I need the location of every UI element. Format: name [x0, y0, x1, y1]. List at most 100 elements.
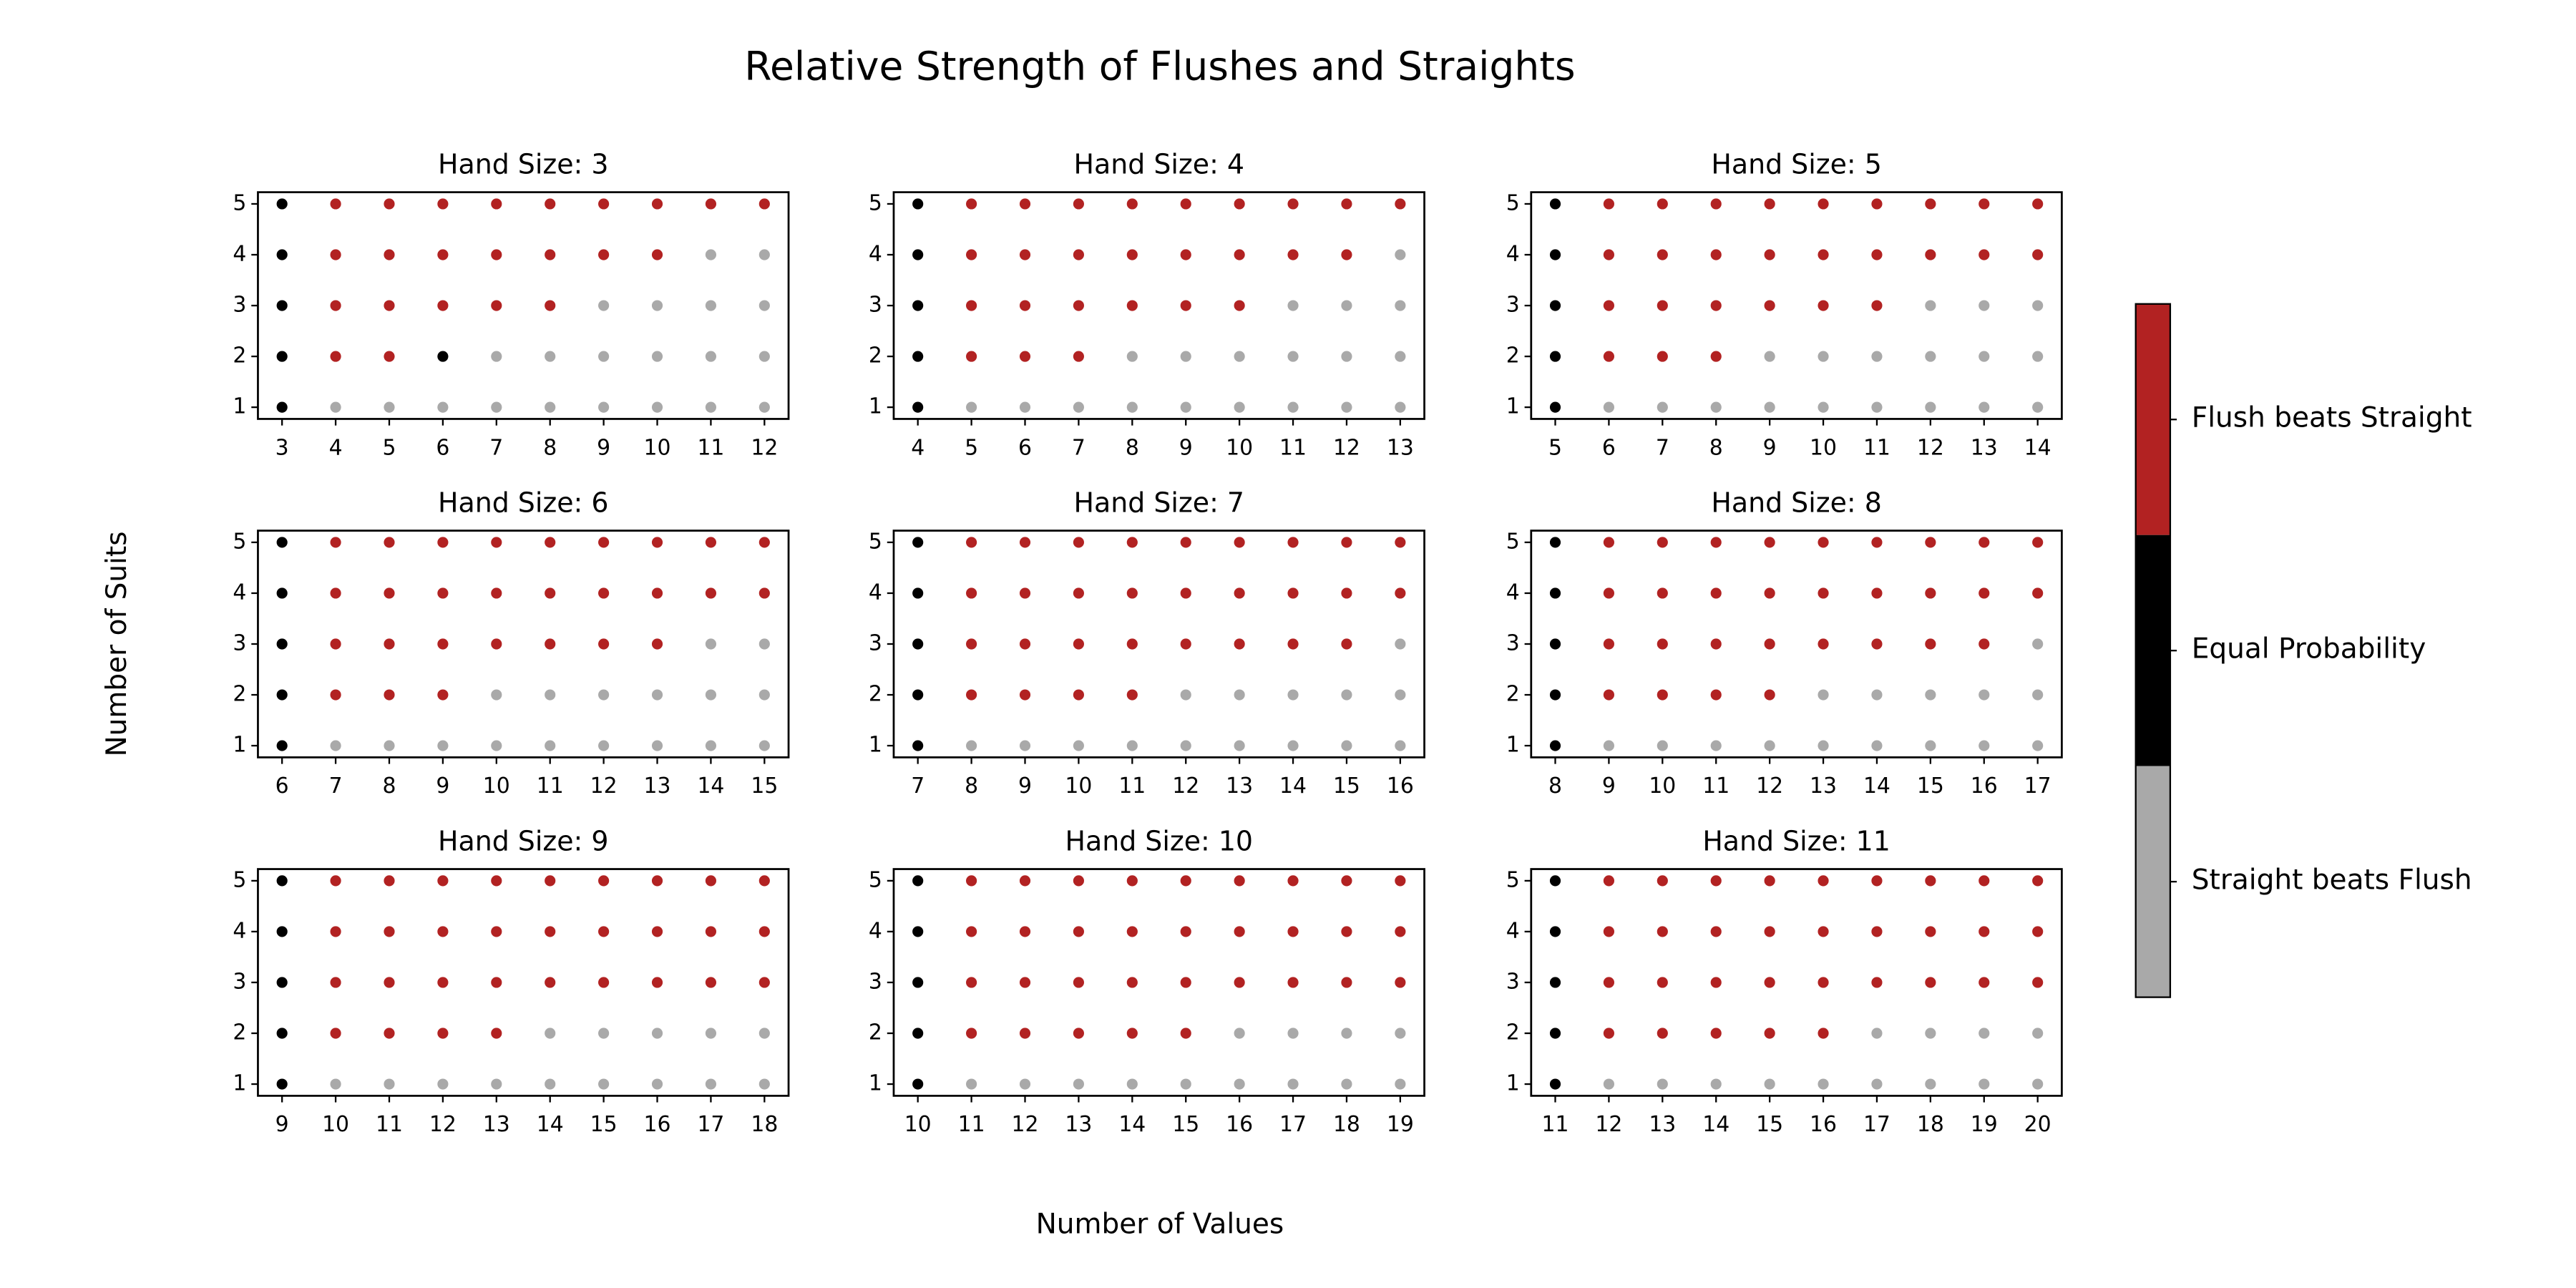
subplot-title: Hand Size: 6	[438, 487, 608, 518]
point	[384, 587, 395, 599]
point	[1549, 300, 1561, 311]
x-tick-label: 11	[1118, 774, 1146, 799]
colorbar: Flush beats Straight Equal Probability Str…	[2135, 303, 2472, 998]
point	[1818, 1078, 1829, 1090]
point	[651, 977, 663, 988]
point	[1341, 401, 1352, 413]
point	[966, 198, 977, 210]
x-tick-label: 17	[2024, 774, 2051, 799]
x-tick-label: 11	[958, 1112, 985, 1137]
point	[1126, 198, 1138, 210]
y-tick-label: 3	[1506, 293, 1520, 318]
point	[1341, 537, 1352, 548]
y-tick-label: 5	[869, 529, 882, 554]
x-tick-label: 9	[1763, 435, 1777, 460]
point	[651, 198, 663, 210]
point	[437, 351, 449, 362]
x-tick-label: 7	[1656, 435, 1669, 460]
point	[2032, 249, 2044, 260]
axes-frame	[1530, 868, 2063, 1097]
point	[651, 587, 663, 599]
point	[437, 689, 449, 701]
point	[1657, 740, 1668, 751]
point	[1287, 198, 1299, 210]
point	[2032, 198, 2044, 210]
point	[2032, 1028, 2044, 1039]
x-tick-label: 18	[1917, 1112, 1944, 1137]
point	[384, 638, 395, 650]
point	[651, 300, 663, 311]
point	[491, 689, 502, 701]
point	[966, 689, 977, 701]
point	[1287, 351, 1299, 362]
point	[1871, 1028, 1883, 1039]
point	[276, 249, 288, 260]
point	[1341, 249, 1352, 260]
point	[1234, 300, 1245, 311]
point	[545, 587, 556, 599]
point	[1764, 638, 1775, 650]
point	[1818, 300, 1829, 311]
axes-frame	[892, 868, 1425, 1097]
point	[437, 1028, 449, 1039]
point	[1979, 875, 1990, 887]
point	[1073, 926, 1084, 937]
point	[1073, 300, 1084, 311]
point	[1657, 537, 1668, 548]
point	[912, 587, 924, 599]
point	[1925, 351, 1936, 362]
point	[1925, 249, 1936, 260]
point	[276, 689, 288, 701]
point	[1925, 1028, 1936, 1039]
x-tick-label: 19	[1387, 1112, 1414, 1137]
point	[1126, 249, 1138, 260]
point	[1395, 198, 1406, 210]
point	[1979, 351, 1990, 362]
point	[912, 740, 924, 751]
point	[1395, 587, 1406, 599]
point	[1234, 198, 1245, 210]
x-tick-label: 15	[1333, 774, 1360, 799]
point	[1979, 926, 1990, 937]
point	[1603, 401, 1614, 413]
point	[651, 1078, 663, 1090]
subplot-title: Hand Size: 10	[1065, 825, 1254, 857]
point	[545, 977, 556, 988]
point	[966, 300, 977, 311]
point	[1234, 401, 1245, 413]
point	[491, 740, 502, 751]
x-tick-label: 13	[644, 774, 671, 799]
point	[437, 740, 449, 751]
point	[1126, 926, 1138, 937]
point	[1395, 689, 1406, 701]
x-tick-label: 17	[697, 1112, 724, 1137]
axes-frame	[257, 868, 790, 1097]
x-tick-label: 9	[1179, 435, 1193, 460]
x-tick-label: 12	[1172, 774, 1199, 799]
point	[437, 300, 449, 311]
point	[705, 198, 717, 210]
x-tick-label: 3	[275, 435, 289, 460]
point	[384, 926, 395, 937]
y-tick-label: 4	[869, 580, 882, 605]
point	[966, 537, 977, 548]
point	[1019, 300, 1031, 311]
point	[384, 351, 395, 362]
point	[1019, 926, 1031, 937]
x-tick-label: 13	[1810, 774, 1837, 799]
point	[1073, 351, 1084, 362]
axes-frame	[1530, 191, 2063, 420]
point	[1710, 740, 1722, 751]
point	[330, 249, 341, 260]
subplot-title: Hand Size: 4	[1074, 148, 1244, 180]
point	[1979, 587, 1990, 599]
point	[384, 689, 395, 701]
point	[545, 198, 556, 210]
point	[1979, 249, 1990, 260]
point	[1710, 587, 1722, 599]
point	[1603, 926, 1614, 937]
x-tick-label: 9	[1018, 774, 1032, 799]
x-tick-label: 9	[275, 1112, 289, 1137]
point	[1341, 926, 1352, 937]
point	[1341, 875, 1352, 887]
